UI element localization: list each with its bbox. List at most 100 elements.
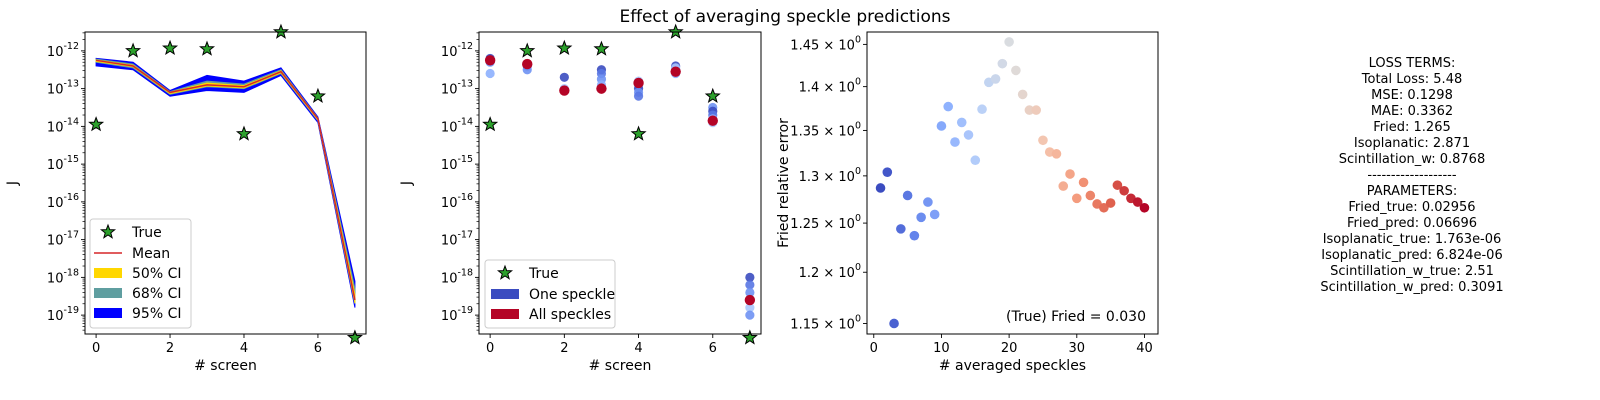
legend-ci95-icon — [94, 308, 122, 318]
true-value-marker — [741, 329, 758, 345]
all-speckles-point — [484, 55, 496, 66]
averaged-speckle-point — [950, 137, 960, 147]
true-value-marker — [309, 87, 326, 103]
info-line: PARAMETERS: — [1367, 184, 1458, 199]
averaged-speckle-point — [889, 318, 899, 329]
averaged-speckle-point — [1132, 197, 1143, 207]
info-line: Scintillation_w_true: 2.51 — [1330, 264, 1494, 279]
y-tick-label: 10-17 — [441, 230, 473, 249]
legend-label: 95% CI — [132, 306, 181, 322]
averaged-speckle-point — [1031, 105, 1041, 115]
legend-label: True — [528, 266, 559, 282]
true-value-marker — [272, 23, 289, 39]
averaged-speckle-point — [1011, 65, 1021, 76]
y-tick-label: 10-13 — [441, 79, 473, 98]
averaged-speckle-point — [990, 74, 1001, 84]
y-tick-label: 10-14 — [441, 116, 473, 135]
legend-label: 50% CI — [132, 266, 181, 282]
info-line: Scintillation_w: 0.8768 — [1339, 152, 1485, 167]
one-speckle-point — [485, 68, 495, 79]
y-tick-label: 1.35 × 100 — [790, 120, 861, 139]
legend-label: One speckle — [529, 287, 615, 303]
one-speckle-point — [633, 91, 644, 101]
y-axis-label: J — [5, 181, 21, 186]
x-tick-label: 2 — [166, 341, 174, 356]
true-value-marker — [199, 40, 216, 56]
x-tick-label: 6 — [709, 341, 717, 356]
figure-title: Effect of averaging speckle predictions — [620, 7, 951, 27]
averaged-speckle-point — [916, 212, 926, 223]
averaged-speckle-point — [1058, 181, 1069, 191]
averaged-speckle-point — [1017, 89, 1028, 100]
y-tick-label: 1.3 × 100 — [799, 166, 861, 185]
y-tick-label: 10-16 — [47, 192, 79, 211]
y-tick-label: 10-15 — [47, 154, 79, 173]
averaged-speckle-point — [1078, 177, 1089, 188]
x-axis-label: # screen — [194, 358, 257, 374]
info-line: MAE: 0.3362 — [1371, 104, 1453, 119]
ci68-band — [95, 58, 356, 304]
panel-speckle-predictions: 10-19 10-18 10-17 10-16 10-15 10-14 10-13 10-12… — [399, 23, 762, 374]
legend-frame — [89, 218, 192, 329]
legend-label: 68% CI — [132, 286, 181, 302]
x-tick-label: 40 — [1136, 341, 1153, 356]
one-speckle-point — [745, 310, 755, 320]
averaged-speckle-point — [1099, 202, 1109, 213]
x-tick-label: 30 — [1069, 341, 1086, 356]
y-tick-label: 10-15 — [441, 154, 473, 173]
panel-fried-relative-error: 1.15 × 100 1.2 × 100 1.25 × 100 1.3 × 100 1.… — [776, 31, 1159, 374]
averaged-speckle-point — [1065, 169, 1075, 179]
averaged-speckle-point — [1139, 202, 1150, 213]
y-tick-label: 10-12 — [441, 41, 473, 60]
legend-ci68-icon — [94, 288, 122, 298]
info-line: Isoplanatic_pred: 6.824e-06 — [1321, 248, 1502, 263]
true-value-marker — [346, 329, 363, 345]
all-speckles-point — [522, 58, 533, 70]
y-tick-label: 10-12 — [47, 41, 79, 60]
info-line: MSE: 0.1298 — [1371, 88, 1453, 103]
one-speckle-point — [745, 287, 755, 298]
averaged-speckle-point — [1071, 193, 1082, 204]
all-speckles-point — [596, 83, 607, 94]
true-value-marker — [667, 23, 684, 39]
y-tick-label: 10-19 — [441, 305, 473, 324]
true-fried-annotation: (True) Fried = 0.030 — [1006, 309, 1146, 325]
one-speckle-point — [559, 72, 569, 82]
true-value-marker — [235, 125, 252, 141]
y-tick-label: 1.25 × 100 — [790, 213, 861, 232]
x-tick-label: 4 — [240, 341, 248, 356]
averaged-speckle-point — [1085, 190, 1096, 201]
y-tick-label: 1.2 × 100 — [799, 262, 861, 281]
legend-one-speckle-icon — [491, 289, 519, 299]
averaged-speckle-point — [956, 117, 967, 128]
true-value-marker — [593, 40, 610, 56]
averaged-speckle-point — [1105, 198, 1116, 208]
all-speckles-point — [559, 85, 570, 96]
averaged-speckle-point — [936, 121, 947, 131]
info-line: Fried_pred: 0.06696 — [1347, 216, 1477, 231]
info-line: Fried: 1.265 — [1373, 120, 1450, 135]
axes-frame — [84, 31, 367, 335]
info-line: Isoplanatic: 2.871 — [1354, 136, 1470, 151]
averaged-speckle-point — [1112, 180, 1123, 190]
y-tick-label: 10-18 — [47, 267, 79, 286]
legend-ci50-icon — [94, 268, 122, 278]
one-speckle-point — [745, 272, 755, 282]
y-tick-label: 1.4 × 100 — [799, 77, 861, 96]
true-value-marker — [630, 125, 647, 141]
averaged-speckle-point — [1024, 105, 1035, 115]
true-value-marker — [704, 87, 721, 103]
averaged-speckle-point — [963, 130, 974, 140]
true-value-marker — [519, 42, 536, 58]
ci95-band — [95, 57, 356, 308]
info-line: Fried_true: 0.02956 — [1348, 200, 1475, 215]
x-axis-label: # screen — [589, 358, 652, 374]
ci50-band — [95, 59, 356, 304]
averaged-speckle-point — [943, 101, 954, 112]
averaged-speckle-point — [875, 183, 886, 193]
y-axis-label: J — [399, 181, 415, 186]
x-axis-label: # averaged speckles — [939, 358, 1086, 374]
averaged-speckle-point — [977, 104, 987, 115]
averaged-speckle-point — [923, 197, 933, 207]
x-tick-label: 4 — [634, 341, 642, 356]
